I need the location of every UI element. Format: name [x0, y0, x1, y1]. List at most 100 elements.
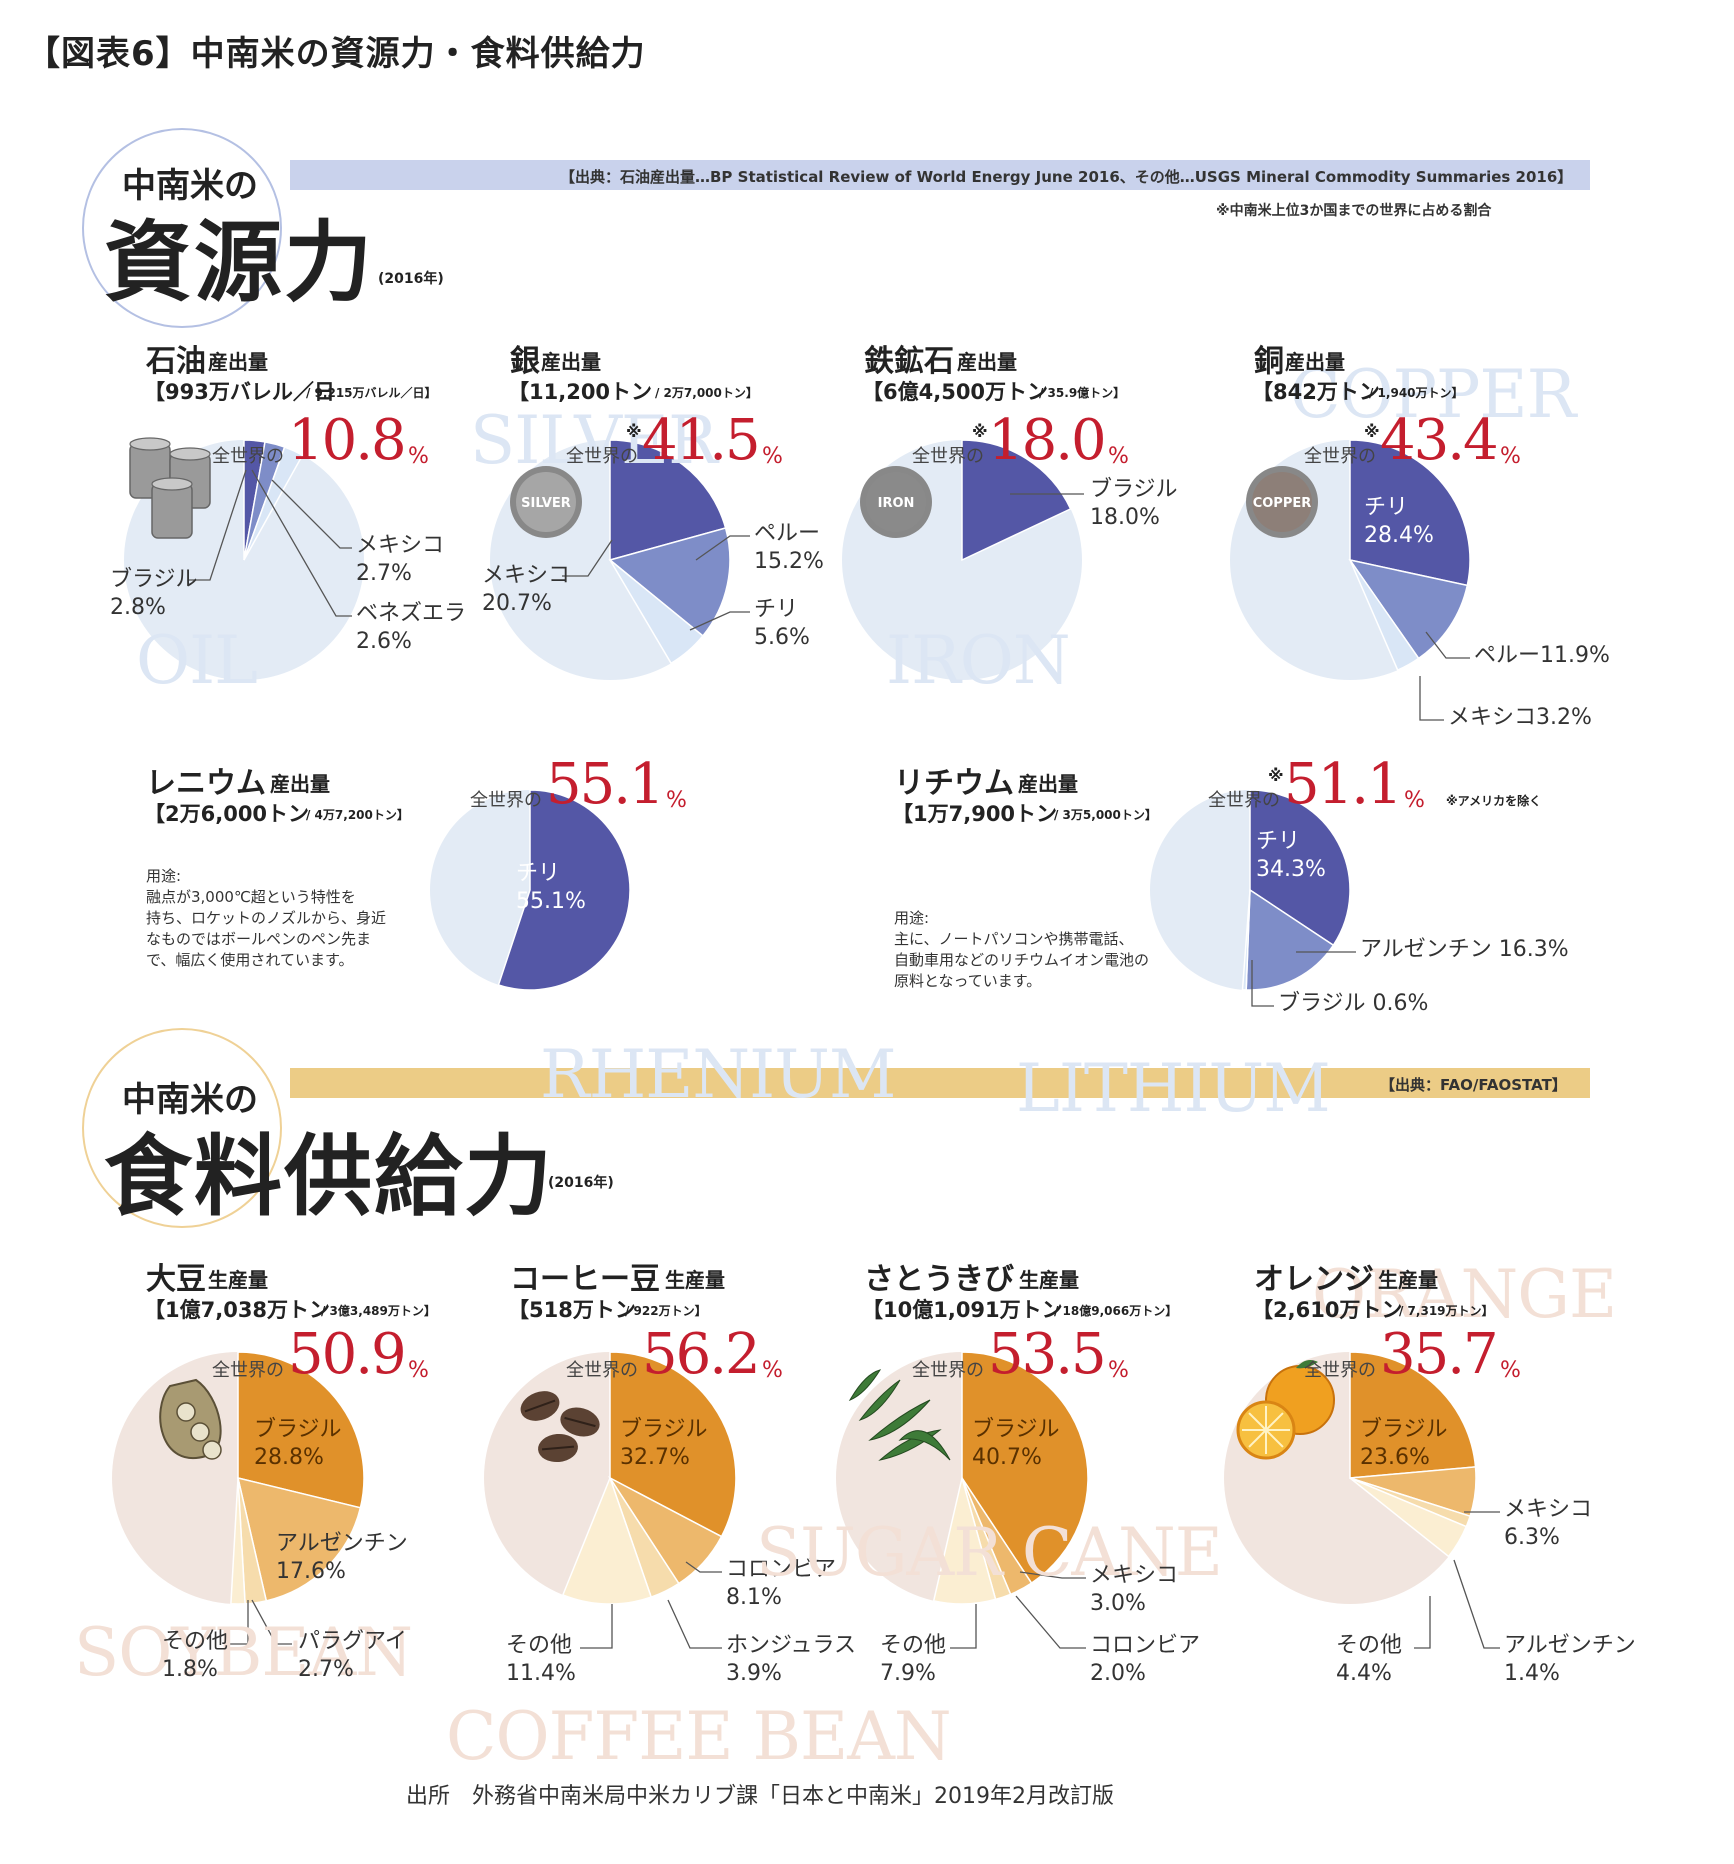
- rhenium-world-share-label: 全世界の: [470, 790, 542, 811]
- rhenium-world-total: / 4万7,200トン】: [306, 808, 409, 822]
- silver-name: 銀: [510, 344, 540, 379]
- orange-kind: 生産量: [1378, 1268, 1438, 1292]
- soybean-slice-label-1: アルゼンチン 17.6%: [276, 1531, 408, 1584]
- lithium-world-total: / 3万5,000トン】: [1054, 808, 1157, 822]
- oil-kind: 産出量: [208, 350, 268, 374]
- sugarcane-leaf-4: [898, 1430, 951, 1461]
- copper-asterisk: ※: [1364, 422, 1380, 441]
- coffee-world-share-label: 全世界の: [566, 1360, 638, 1381]
- copper-name: 銅: [1254, 344, 1284, 379]
- sugarcane-leaf-0: [858, 1379, 901, 1421]
- sugarcane-slice-3: [932, 1477, 997, 1605]
- coffee-slice-label-0: ブラジル 32.7%: [620, 1417, 708, 1470]
- soybean-2: [202, 1440, 222, 1460]
- iron-coin-icon-text: IRON: [878, 496, 915, 511]
- orange-segment-3: [1265, 1429, 1284, 1448]
- iron-world-share-label: 全世界の: [912, 446, 984, 467]
- silver-world-total: / 2万7,000トン】: [655, 386, 758, 400]
- oil-slice-label-2: ベネズエラ 2.6%: [356, 601, 467, 654]
- rhenium-watermark: RHENIUM: [540, 1036, 896, 1113]
- soybean-slice-label-2: パラグアイ 2.7%: [298, 1629, 407, 1682]
- lithium-slice-label-0: チリ 34.3%: [1256, 829, 1326, 882]
- coffee-bean-crease-1: [564, 1416, 596, 1428]
- orange-watermark: ORANGE: [1312, 1256, 1617, 1333]
- copper-amount: 【842万トン: [1252, 380, 1380, 404]
- copper-slice-label-2: メキシコ3.2%: [1448, 705, 1592, 730]
- iron-name: 鉄鉱石: [864, 344, 954, 379]
- silver-slice-label-2: チリ 5.6%: [754, 597, 810, 650]
- orange-fruit-icon: [1236, 1360, 1335, 1460]
- coffee-leader-2: [580, 1604, 613, 1649]
- sugarcane-watermark: SUGAR CANE: [756, 1514, 1223, 1591]
- silver-leader-1: [695, 535, 750, 561]
- sugarcane-leaf-3: [848, 1369, 882, 1402]
- oil-world-share-label: 全世界の: [212, 446, 284, 467]
- lithium-watermark: LITHIUM: [1016, 1050, 1331, 1127]
- orange-leader-2: [1414, 1596, 1431, 1649]
- resource-heading: 資源力: [104, 210, 375, 314]
- lithium-slice-label-1: アルゼンチン 16.3%: [1360, 937, 1569, 962]
- rhenium-world-share-unit: %: [666, 788, 687, 813]
- soybean-world-share: 50.9: [288, 1322, 407, 1387]
- oil-barrel-2: [151, 483, 193, 539]
- sugarcane-world-total: / 18億9,066万トン】: [1054, 1304, 1178, 1318]
- copper-slice-2: [1349, 559, 1420, 672]
- orange-world-share: 35.7: [1380, 1322, 1499, 1387]
- soybean-pod-icon: [159, 1378, 222, 1460]
- lithium-amount: 【1万7,900トン: [892, 802, 1058, 826]
- orange-slice-3: [1349, 1477, 1468, 1558]
- copper-world-share: 43.4: [1380, 408, 1499, 473]
- orange-leader-1: [1453, 1559, 1500, 1649]
- sugarcane-leader-1: [1015, 1595, 1086, 1649]
- copper-world-share-unit: %: [1500, 444, 1521, 469]
- orange-segment-5: [1248, 1429, 1267, 1448]
- silver-slice-label-0: メキシコ 20.7%: [482, 563, 571, 616]
- coffee-world-share-unit: %: [762, 1358, 783, 1383]
- silver-kind: 産出量: [541, 350, 601, 374]
- silver-coin-icon-face: [516, 472, 576, 532]
- orange-segment-7: [1248, 1412, 1267, 1431]
- soybean-slice-label-3: その他 1.8%: [162, 1629, 229, 1682]
- copper-world-total: / 1,940万トン】: [1369, 386, 1464, 400]
- orange-slice-label-1: メキシコ 6.3%: [1504, 1497, 1593, 1550]
- iron-coin-icon-face: [866, 472, 926, 532]
- orange-world-total: / 7,319万トン】: [1399, 1304, 1494, 1318]
- coffee-slice-label-2: ホンジュラス 3.9%: [726, 1633, 857, 1686]
- orange-slice-label-3: その他 4.4%: [1336, 1633, 1403, 1686]
- coffee-leader-1: [667, 1599, 722, 1649]
- orange-slice-0: [1349, 1351, 1477, 1479]
- coffee-watermark: COFFEE BEAN: [446, 1698, 952, 1775]
- copper-slice-0: [1349, 439, 1471, 587]
- lithium-world-share: 51.1: [1284, 752, 1403, 817]
- silver-amount: 【11,200トン: [508, 380, 653, 404]
- soybean-slice-label-0: ブラジル 28.8%: [254, 1417, 342, 1470]
- resource-heading-circle: [82, 128, 282, 328]
- rhenium-amount: 【2万6,000トン: [144, 802, 310, 826]
- coffee-bean-crease-0: [524, 1399, 556, 1413]
- sugarcane-world-share-label: 全世界の: [912, 1360, 984, 1381]
- coffee-world-total: / 922万トン】: [625, 1304, 707, 1318]
- oil-slice-label-0: ブラジル 2.8%: [110, 567, 198, 620]
- silver-slice-2: [609, 559, 704, 665]
- copper-kind: 産出量: [1285, 350, 1345, 374]
- soybean-watermark: SOYBEAN: [74, 1614, 413, 1691]
- orange-segment-1: [1265, 1412, 1284, 1431]
- oil-leader-1: [271, 479, 352, 549]
- source-line: 出所 外務省中南米局中米カリブ課「日本と中南米」2019年2月改訂版: [406, 1784, 1114, 1809]
- soybean-world-total: / 3億3,489万トン】: [321, 1304, 436, 1318]
- resource-share-note: ※中南米上位3か国までの世界に占める割合: [1216, 203, 1492, 219]
- silver-world-share: 41.5: [642, 408, 761, 473]
- food-banner-source: 【出典：FAO/FAOSTAT】: [1380, 1076, 1567, 1094]
- coffee-world-share: 56.2: [642, 1322, 761, 1387]
- food-banner: [290, 1068, 1590, 1098]
- sugarcane-leaf-1: [868, 1399, 931, 1441]
- soybean-name: 大豆: [146, 1262, 206, 1297]
- lithium-exclusion-note: ※アメリカを除く: [1446, 794, 1542, 808]
- orange-amount: 【2,610万トン: [1252, 1298, 1403, 1322]
- soybean-slice-1: [236, 1476, 362, 1602]
- sugarcane-world-share-unit: %: [1108, 1358, 1129, 1383]
- soybean-1: [190, 1422, 210, 1442]
- iron-world-share: 18.0: [988, 408, 1107, 473]
- lithium-world-share-unit: %: [1404, 788, 1425, 813]
